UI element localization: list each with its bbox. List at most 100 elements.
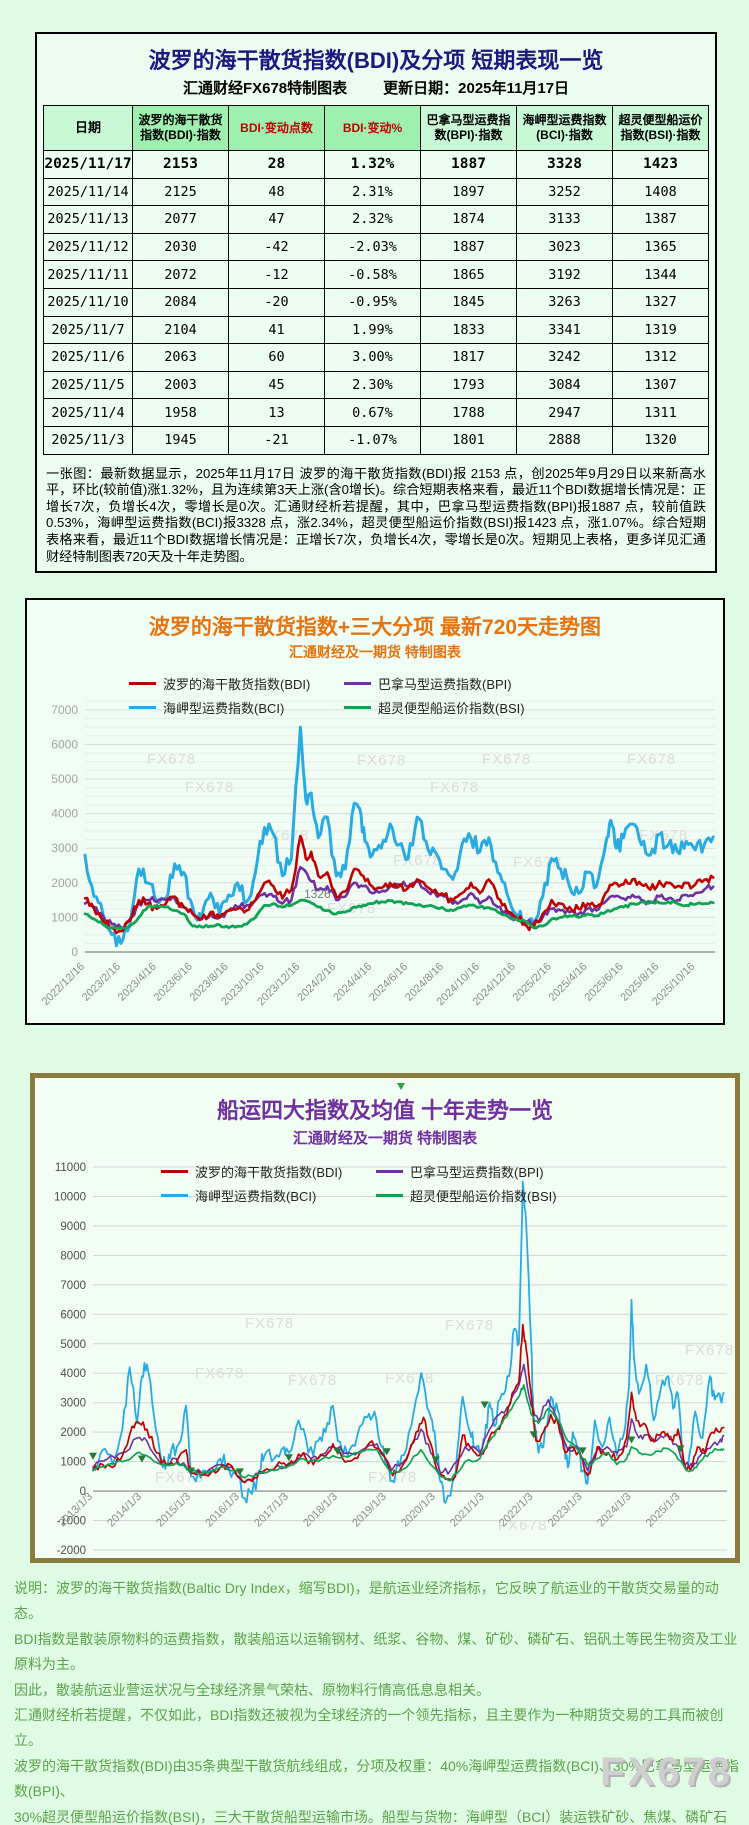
mean-marker — [137, 1455, 146, 1463]
mean-marker — [284, 1454, 293, 1462]
legend-label: 波罗的海干散货指数(BDI) — [163, 677, 311, 692]
mean-marker — [333, 1448, 342, 1456]
table-cell: 1344 — [612, 260, 709, 289]
legend-swatch — [161, 1170, 188, 1173]
panel1-title: 波罗的海干散货指数(BDI)及分项 短期表现一览 — [148, 48, 604, 73]
x-axis-label: 2024/1/3 — [595, 1491, 634, 1530]
fx678-watermark: FX678 — [430, 779, 479, 796]
y-axis-label: 9000 — [60, 1221, 86, 1233]
y-axis-label: 3000 — [51, 841, 78, 855]
table-cell: 0.67% — [324, 398, 421, 427]
legend-swatch — [344, 682, 371, 685]
mean-marker — [382, 1448, 391, 1456]
y-axis-label: 2000 — [60, 1427, 86, 1439]
fx678-watermark: FX678 — [288, 1372, 337, 1389]
table-row: 2025/11/3 1945 -21 -1.07% 1801 2888 1320 — [43, 425, 709, 455]
table-cell: 1958 — [132, 398, 229, 427]
table-cell: 3242 — [516, 343, 613, 372]
y-axis-label: 2000 — [51, 876, 78, 890]
table-row: 2025/11/12 2030 -42 -2.03% 1887 3023 1365 — [43, 232, 709, 262]
y-axis-label: 8000 — [60, 1250, 86, 1262]
table-cell: 2084 — [132, 287, 229, 317]
legend-swatch — [129, 682, 156, 685]
table-cell: 2025/11/3 — [43, 425, 133, 455]
table-cell: -1.07% — [324, 425, 421, 455]
table-cell: 3252 — [516, 177, 613, 207]
legend-swatch — [376, 1170, 403, 1173]
legend-item: 超灵便型船运价指数(BSI) — [344, 698, 549, 717]
table-cell: 41 — [228, 315, 325, 345]
table-cell: 3023 — [516, 232, 613, 262]
legend-swatch — [376, 1194, 403, 1197]
column-header: 日期 — [43, 105, 133, 151]
table-cell: 2153 — [132, 150, 229, 179]
panel1-subtitle: 汇通财经FX678特制图表 更新日期：2025年11月17日 — [37, 77, 715, 98]
column-header: 巴拿马型运费指数(BPI)·指数 — [420, 105, 517, 151]
fx678-watermark: FX678 — [513, 854, 562, 871]
chart-10year-legend: 波罗的海干散货指数(BDI) 巴拿马型运费指数(BPI) 海岬型运费指数(BCI) 超… — [161, 1162, 581, 1205]
mean-marker — [431, 1456, 440, 1464]
table-cell: 2125 — [132, 177, 229, 207]
table-cell: 1817 — [420, 343, 517, 372]
table-cell: 2025/11/4 — [43, 398, 133, 427]
table-cell: 2104 — [132, 315, 229, 345]
y-axis-label: 0 — [80, 1486, 86, 1498]
table-cell: 1887 — [420, 150, 517, 179]
fx678-watermark: FX678 — [685, 1342, 734, 1359]
table-cell: 2063 — [132, 343, 229, 372]
table-cell: 13 — [228, 398, 325, 427]
table-cell: 48 — [228, 177, 325, 207]
table-cell: 1.99% — [324, 315, 421, 345]
fx678-watermark: FX678 — [482, 751, 531, 768]
chart-10year-panel: 船运四大指数及均值 十年走势一览 汇通财经及一期货 特制图表 波罗的海干散货指数… — [30, 1073, 740, 1563]
fx678-watermark: FX678 — [357, 752, 406, 769]
table-row: 2025/11/17 2153 28 1.32% 1887 3328 1423 — [43, 150, 709, 179]
legend-label: 巴拿马型运费指数(BPI) — [410, 1165, 544, 1180]
table-cell: 1793 — [420, 370, 517, 400]
green-arrow-marker — [397, 1083, 405, 1090]
table-cell: 2072 — [132, 260, 229, 289]
mean-marker — [676, 1445, 685, 1453]
panel1-note: 一张图：最新数据显示，2025年11月17日 波罗的海干散货指数(BDI)报 2… — [46, 465, 706, 564]
chart-10year-subtitle: 汇通财经及一期货 特制图表 — [292, 1130, 478, 1147]
footnote-line: 说明：波罗的海干散货指数(Baltic Dry Index，缩写BDI)，是航运… — [14, 1580, 719, 1622]
series-line — [83, 865, 715, 930]
series-line — [83, 834, 715, 935]
fx678-watermark: FX678 — [498, 1517, 547, 1534]
legend-label: 海岬型运费指数(BCI) — [195, 1189, 317, 1204]
table-cell: 1.32% — [324, 150, 421, 179]
table-row: 2025/11/5 2003 45 2.30% 1793 3084 1307 — [43, 370, 709, 400]
mean-marker — [235, 1468, 244, 1476]
column-header: 波罗的海干散货指数(BDI)·指数 — [132, 105, 229, 151]
x-axis-label: 2020/1/3 — [399, 1491, 438, 1530]
table-cell: 1311 — [612, 398, 709, 427]
fx678-watermark: FX678 — [195, 1365, 244, 1382]
y-axis-label: 6000 — [60, 1309, 86, 1321]
footnote-line: 30%超灵便型船运价指数(BSI)，三大干散货船型运输市场。船型与货物：海岬型（… — [14, 1808, 728, 1825]
x-axis-label: 2023/1/3 — [546, 1491, 585, 1530]
table-row: 2025/11/6 2063 60 3.00% 1817 3242 1312 — [43, 343, 709, 372]
column-header: BDI·变动点数 — [228, 105, 325, 151]
table-cell: 2077 — [132, 205, 229, 234]
footnote-line: 因此，散装航运业营运状况与全球经济景气荣枯、原物料行情高低息息相关。 — [14, 1681, 490, 1698]
table-cell: 2025/11/12 — [43, 232, 133, 262]
y-axis-label: -2000 — [57, 1545, 86, 1557]
y-axis-label: 11000 — [55, 1162, 86, 1174]
table-cell: 1897 — [420, 177, 517, 207]
series-line — [83, 898, 715, 930]
table-cell: 2025/11/7 — [43, 315, 133, 345]
data-label: 1326 — [304, 887, 331, 901]
x-axis-label: 2014/1/3 — [105, 1491, 144, 1530]
fx678-watermark-large: FX678 — [600, 1750, 733, 1794]
chart-10year-title: 船运四大指数及均值 十年走势一览 — [216, 1098, 554, 1123]
table-cell: 2025/11/14 — [43, 177, 133, 207]
legend-label: 海岬型运费指数(BCI) — [163, 701, 285, 716]
legend-label: 波罗的海干散货指数(BDI) — [195, 1165, 343, 1180]
table-cell: -42 — [228, 232, 325, 262]
source-label: 汇通财经FX678特制图表 — [182, 80, 348, 97]
table-cell: 1845 — [420, 287, 517, 317]
table-cell: 1945 — [132, 425, 229, 455]
table-cell: 2025/11/6 — [43, 343, 133, 372]
legend-label: 超灵便型船运价指数(BSI) — [410, 1189, 557, 1204]
table-cell: 1801 — [420, 425, 517, 455]
